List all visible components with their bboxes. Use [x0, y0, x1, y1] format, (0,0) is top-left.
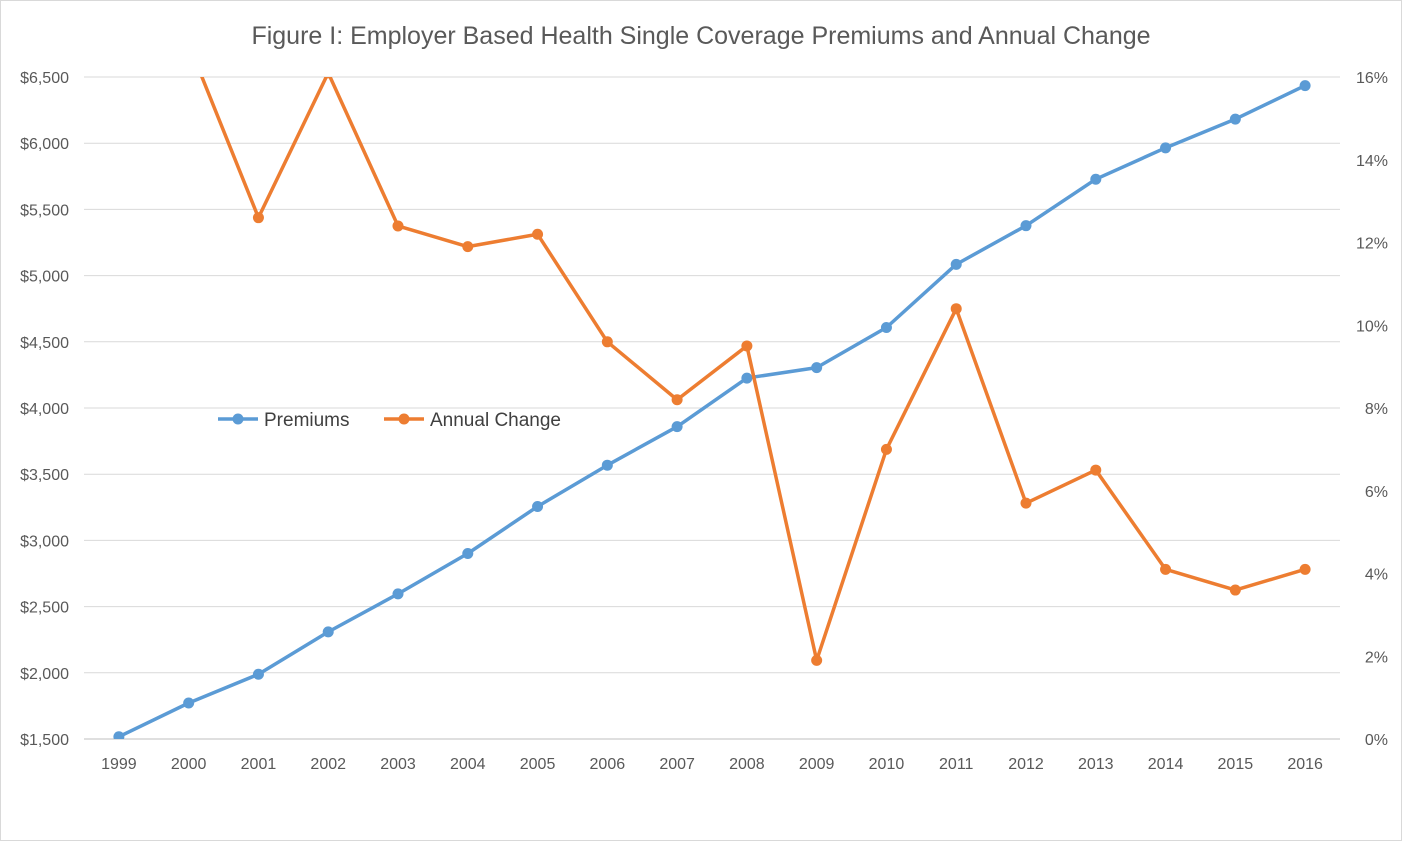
x-tick-label: 2005 [520, 756, 556, 773]
x-tick-label: 2000 [171, 756, 207, 773]
left-tick-label: $2,500 [20, 600, 69, 617]
left-tick-label: $4,500 [20, 335, 69, 352]
annual-change-point [1090, 464, 1102, 476]
x-tick-label: 2014 [1148, 756, 1184, 773]
annual-change-point [950, 303, 962, 315]
premiums-point [252, 668, 264, 680]
left-tick-label: $3,500 [20, 467, 69, 484]
premiums-point [1160, 142, 1172, 154]
x-tick-label: 2009 [799, 756, 835, 773]
legend: Premiums Annual Change [218, 410, 561, 431]
right-tick-label: 0% [1365, 732, 1388, 749]
premiums-point [1090, 173, 1102, 185]
legend-label-premiums: Premiums [264, 410, 350, 431]
premiums-point [532, 501, 544, 513]
annual-change-point [1229, 584, 1241, 596]
x-tick-label: 2002 [310, 756, 346, 773]
left-tick-label: $4,000 [20, 401, 69, 418]
annual-change-point [532, 228, 544, 240]
right-tick-label: 4% [1365, 567, 1388, 584]
premiums-point [741, 372, 753, 384]
premiums-point [392, 588, 404, 600]
annual-change-point [1299, 563, 1311, 575]
x-tick-label: 2007 [659, 756, 695, 773]
left-tick-label: $6,000 [20, 136, 69, 153]
annual-change-point [741, 340, 753, 352]
annual-change-line [200, 77, 1307, 663]
x-tick-label: 2016 [1287, 756, 1323, 773]
left-tick-label: $2,000 [20, 666, 69, 683]
series-lines [113, 38, 1311, 739]
annual-change-point [1020, 497, 1032, 509]
premiums-point [950, 258, 962, 270]
x-tick-label: 2001 [241, 756, 277, 773]
left-tick-label: $5,000 [20, 269, 69, 286]
right-tick-label: 6% [1365, 484, 1388, 501]
premiums-point [113, 731, 125, 739]
x-tick-label: 2013 [1078, 756, 1114, 773]
right-tick-label: 16% [1356, 70, 1388, 87]
annual-change-point [671, 394, 683, 406]
x-tick-label: 2012 [1008, 756, 1044, 773]
right-tick-label: 12% [1356, 236, 1388, 253]
annual-change-point [183, 38, 194, 49]
left-tick-label: $5,500 [20, 202, 69, 219]
annual-change-point [880, 443, 892, 455]
annual-change-point [811, 654, 823, 666]
right-tick-label: 8% [1365, 401, 1388, 418]
right-tick-label: 10% [1356, 318, 1388, 335]
x-tick-label: 2010 [869, 756, 905, 773]
premiums-point [601, 459, 613, 471]
chart-title: Figure I: Employer Based Health Single C… [251, 22, 1150, 50]
premiums-point [811, 362, 823, 374]
premiums-point [462, 548, 474, 560]
x-tick-label: 1999 [101, 756, 137, 773]
premiums-point [1229, 113, 1241, 125]
premiums-line [117, 83, 1307, 739]
premiums-point [1299, 80, 1311, 92]
left-tick-label: $3,000 [20, 533, 69, 550]
x-tick-label: 2015 [1218, 756, 1254, 773]
left-tick-label: $1,500 [20, 732, 69, 749]
annual-change-point [392, 220, 404, 232]
premiums-point [322, 626, 334, 638]
annual-change-point [462, 241, 474, 253]
right-axis-ticks: 0% 2% 4% 6% 8% 10% 12% 14% 16% [1356, 70, 1388, 749]
annual-change-point [601, 336, 613, 348]
right-tick-label: 2% [1365, 649, 1388, 666]
x-tick-label: 2003 [380, 756, 416, 773]
x-tick-label: 2004 [450, 756, 486, 773]
legend-marker-premiums [232, 413, 244, 425]
annual-change-point [324, 77, 332, 79]
right-tick-label: 14% [1356, 153, 1388, 170]
premiums-point [183, 697, 195, 709]
left-tick-label: $6,500 [20, 70, 69, 87]
legend-marker-annual-change [398, 413, 410, 425]
left-axis-ticks: $1,500 $2,000 $2,500 $3,000 $3,500 $4,000 $4,5… [20, 70, 69, 749]
annual-change-point [252, 212, 264, 224]
legend-label-annual-change: Annual Change [430, 410, 561, 431]
premiums-point [1020, 220, 1032, 232]
x-tick-label: 2008 [729, 756, 765, 773]
x-tick-label: 2011 [939, 756, 974, 773]
x-axis-ticks: 1999 2000 2001 2002 2003 2004 2005 2006 2007 2008… [101, 756, 1323, 773]
gridlines [84, 76, 1340, 740]
premiums-point [671, 421, 683, 433]
premiums-point [880, 322, 892, 334]
annual-change-point [1160, 563, 1172, 575]
x-tick-label: 2006 [590, 756, 626, 773]
